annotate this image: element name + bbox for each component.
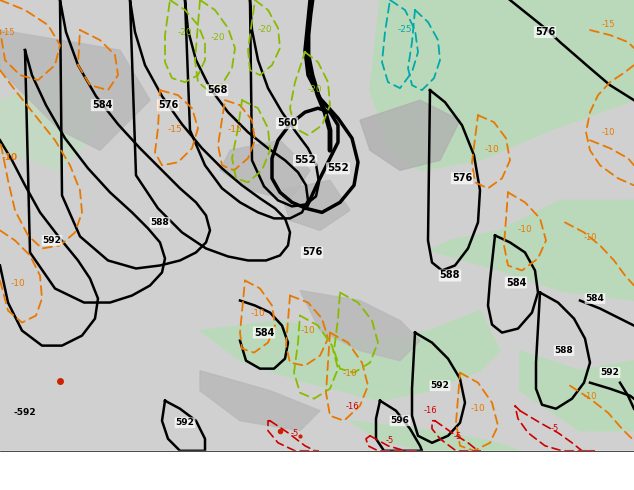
Polygon shape: [350, 421, 520, 451]
Text: -16: -16: [345, 402, 359, 411]
Text: -10: -10: [583, 392, 597, 401]
Text: 576: 576: [302, 247, 322, 257]
Text: 568: 568: [207, 85, 227, 95]
Polygon shape: [280, 180, 350, 230]
Text: 592: 592: [430, 381, 450, 390]
Text: 560: 560: [277, 118, 297, 128]
Text: -10: -10: [11, 278, 25, 288]
Polygon shape: [430, 200, 634, 300]
Text: -10: -10: [301, 325, 315, 335]
Text: -5: -5: [454, 432, 462, 441]
Text: 588: 588: [151, 218, 169, 227]
Text: 552: 552: [327, 163, 349, 173]
Text: 584: 584: [506, 277, 526, 288]
Text: 584: 584: [586, 294, 604, 303]
Text: -10: -10: [517, 225, 533, 234]
Text: -15: -15: [167, 125, 183, 134]
Polygon shape: [0, 30, 150, 150]
Text: -10: -10: [470, 404, 486, 413]
Polygon shape: [200, 311, 500, 401]
Text: 588: 588: [555, 346, 573, 355]
Text: ©weatheronline.co.uk: ©weatheronline.co.uk: [503, 477, 628, 487]
Polygon shape: [370, 0, 634, 171]
Text: -20: -20: [307, 85, 322, 94]
Text: 576: 576: [452, 173, 472, 183]
Text: -20: -20: [257, 25, 273, 34]
Text: -5: -5: [291, 429, 299, 438]
Text: 584: 584: [254, 328, 274, 338]
Text: -10: -10: [2, 153, 18, 162]
Polygon shape: [300, 291, 420, 361]
Polygon shape: [360, 100, 460, 171]
Text: -20: -20: [210, 33, 225, 42]
Text: -592: -592: [14, 408, 36, 417]
Text: -15: -15: [228, 125, 242, 134]
Text: -20: -20: [178, 28, 192, 37]
Polygon shape: [220, 140, 310, 200]
Text: -5: -5: [551, 424, 559, 433]
Text: 592: 592: [600, 368, 619, 377]
Text: -10: -10: [601, 128, 615, 137]
Polygon shape: [200, 370, 320, 431]
Text: Height/Temp. 500 hPa [gdmp][°C] ECMWF: Height/Temp. 500 hPa [gdmp][°C] ECMWF: [6, 460, 270, 473]
Text: Mo 17-06-2024 00:00 UTC (00+240): Mo 17-06-2024 00:00 UTC (00+240): [399, 456, 628, 469]
Text: -10: -10: [342, 368, 358, 378]
Text: 576: 576: [158, 100, 178, 110]
Text: -10: -10: [250, 309, 266, 318]
Text: -25: -25: [398, 25, 412, 34]
Polygon shape: [0, 70, 100, 171]
Text: -15: -15: [601, 20, 615, 29]
Text: -15: -15: [1, 28, 15, 37]
Text: 584: 584: [92, 100, 112, 110]
Text: 576: 576: [535, 27, 555, 37]
Text: -5: -5: [386, 436, 394, 445]
Polygon shape: [520, 351, 634, 431]
Text: 592: 592: [176, 418, 195, 427]
Text: -16: -16: [423, 406, 437, 415]
Text: 552: 552: [294, 155, 316, 165]
Text: 592: 592: [42, 236, 61, 245]
Text: -10: -10: [583, 233, 597, 243]
Text: 588: 588: [440, 270, 460, 280]
Text: -10: -10: [484, 145, 500, 154]
Text: 596: 596: [391, 416, 410, 425]
